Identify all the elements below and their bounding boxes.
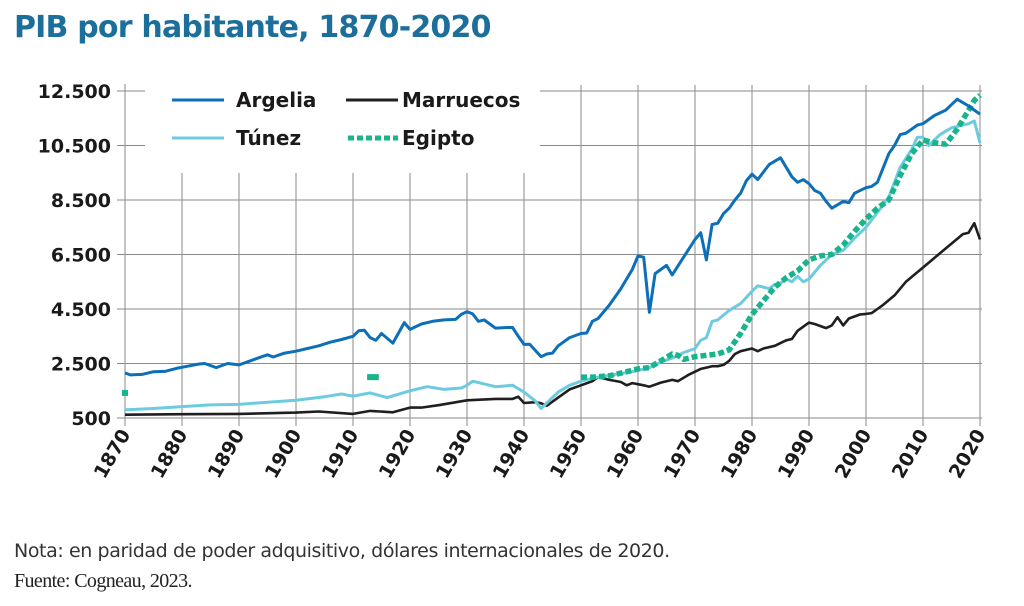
y-tick-label: 8.500 (51, 190, 111, 212)
chart-source: Fuente: Cogneau, 2023. (14, 570, 192, 592)
y-tick-label: 10.500 (38, 136, 111, 158)
series-tunez-line (124, 119, 982, 412)
legend: Argelia Marruecos Túnez Egipto (172, 88, 520, 150)
series-group (122, 93, 982, 416)
x-tick-label: 2000 (831, 426, 876, 483)
x-tick-label: 1930 (432, 426, 477, 483)
x-tick-label: 1980 (717, 426, 762, 483)
legend-label-argelia: Argelia (236, 88, 316, 112)
x-tick-label: 1970 (660, 426, 705, 483)
x-tick-label: 1990 (774, 426, 819, 483)
x-tick-label: 2020 (945, 426, 990, 483)
series-egipto-marker (122, 389, 128, 396)
series-argelia-line (124, 97, 981, 377)
chart-title: PIB por habitante, 1870-2020 (14, 10, 491, 45)
y-tick-label: 4.500 (51, 299, 111, 321)
y-tick-label: 6.500 (51, 245, 111, 267)
y-tick-label: 12.500 (38, 81, 111, 103)
series-egipto-line (581, 93, 982, 380)
legend-label-egipto: Egipto (402, 126, 474, 150)
grid (117, 84, 982, 426)
y-tick-label: 2.500 (51, 354, 111, 376)
series-marruecos-line (124, 221, 982, 416)
y-axis-ticks: 500 2.500 4.500 6.500 8.500 10.500 12.500 (38, 81, 111, 430)
x-tick-label: 2010 (888, 426, 933, 483)
x-tick-label: 1910 (318, 426, 363, 483)
x-tick-label: 1880 (147, 426, 192, 483)
legend-label-tunez: Túnez (236, 126, 301, 150)
y-tick-label: 500 (71, 408, 111, 430)
x-tick-label: 1960 (603, 426, 648, 483)
x-tick-label: 1900 (261, 426, 306, 483)
series-egipto-marker (367, 374, 374, 381)
x-axis-ticks: 1870 1880 1890 1900 1910 1920 1930 1940 1950 1960… (90, 426, 990, 483)
x-tick-label: 1950 (546, 426, 591, 483)
legend-label-marruecos: Marruecos (402, 88, 520, 112)
x-tick-label: 1940 (489, 426, 534, 483)
x-tick-label: 1890 (204, 426, 249, 483)
x-tick-label: 1870 (90, 426, 135, 483)
x-tick-label: 1920 (375, 426, 420, 483)
chart-note: Nota: en paridad de poder adquisitivo, d… (14, 540, 670, 562)
series-egipto-marker (372, 374, 379, 381)
